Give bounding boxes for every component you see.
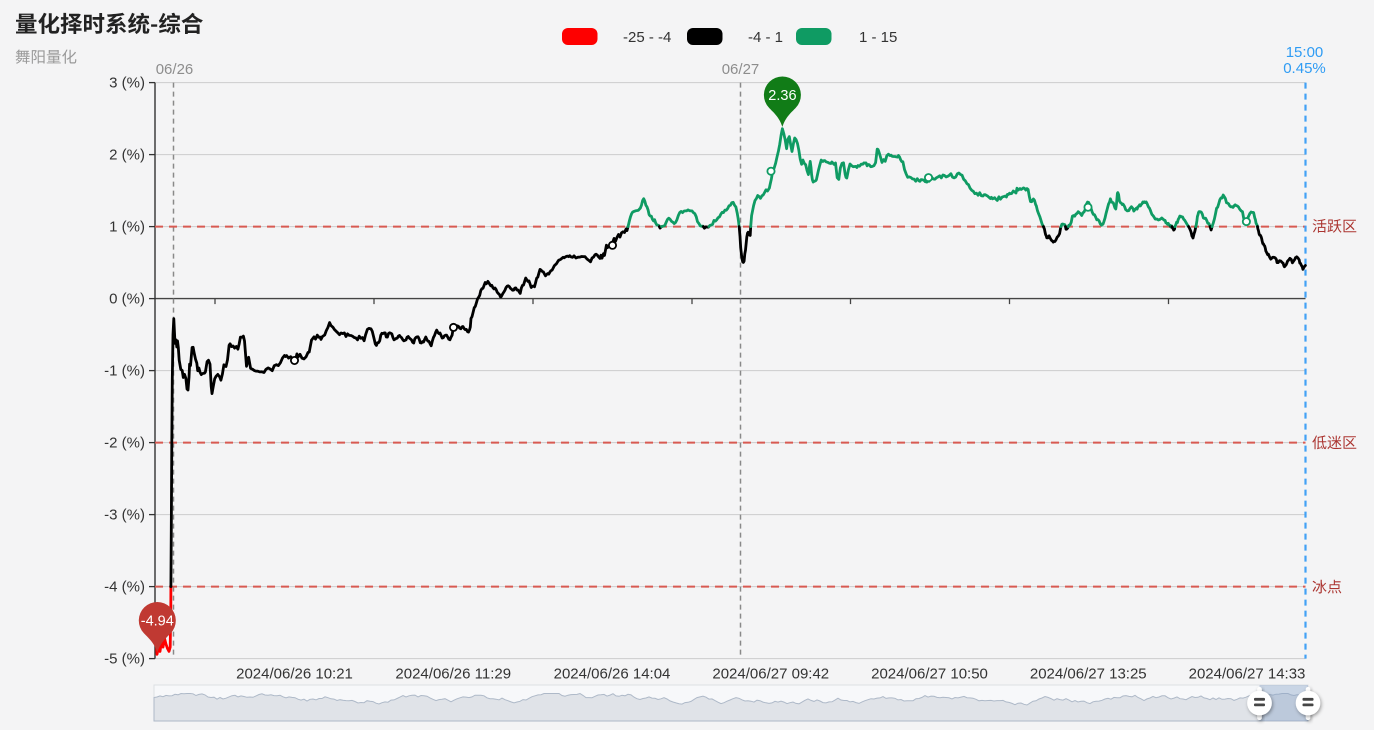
svg-text:06/27: 06/27 <box>722 61 760 78</box>
svg-text:-4 (%): -4 (%) <box>104 579 145 596</box>
svg-text:2024/06/26 11:29: 2024/06/26 11:29 <box>395 666 511 683</box>
svg-text:2024/06/27 13:25: 2024/06/27 13:25 <box>1030 666 1147 683</box>
svg-text:0 (%): 0 (%) <box>109 291 145 308</box>
svg-text:2024/06/27 14:33: 2024/06/27 14:33 <box>1189 666 1306 683</box>
svg-text:-4 - 1: -4 - 1 <box>748 29 783 46</box>
svg-text:-25 - -4: -25 - -4 <box>623 29 671 46</box>
svg-text:1 - 15: 1 - 15 <box>859 29 897 46</box>
svg-text:-3 (%): -3 (%) <box>104 507 145 524</box>
svg-text:2024/06/26 14:04: 2024/06/26 14:04 <box>554 666 671 683</box>
svg-text:-5 (%): -5 (%) <box>104 651 145 668</box>
svg-text:15:00: 15:00 <box>1286 44 1324 61</box>
svg-text:2024/06/27 10:50: 2024/06/27 10:50 <box>871 666 988 683</box>
svg-text:-4.94: -4.94 <box>141 614 174 630</box>
svg-text:2024/06/26 10:21: 2024/06/26 10:21 <box>236 666 353 683</box>
svg-text:2 (%): 2 (%) <box>109 147 145 164</box>
svg-text:0.45%: 0.45% <box>1283 60 1326 77</box>
svg-text:-2 (%): -2 (%) <box>104 435 145 452</box>
svg-text:06/26: 06/26 <box>156 61 194 78</box>
svg-text:-1 (%): -1 (%) <box>104 363 145 380</box>
svg-text:2.36: 2.36 <box>768 88 796 104</box>
svg-text:2024/06/27 09:42: 2024/06/27 09:42 <box>712 666 829 683</box>
svg-text:3 (%): 3 (%) <box>109 75 145 92</box>
svg-text:1 (%): 1 (%) <box>109 219 145 236</box>
